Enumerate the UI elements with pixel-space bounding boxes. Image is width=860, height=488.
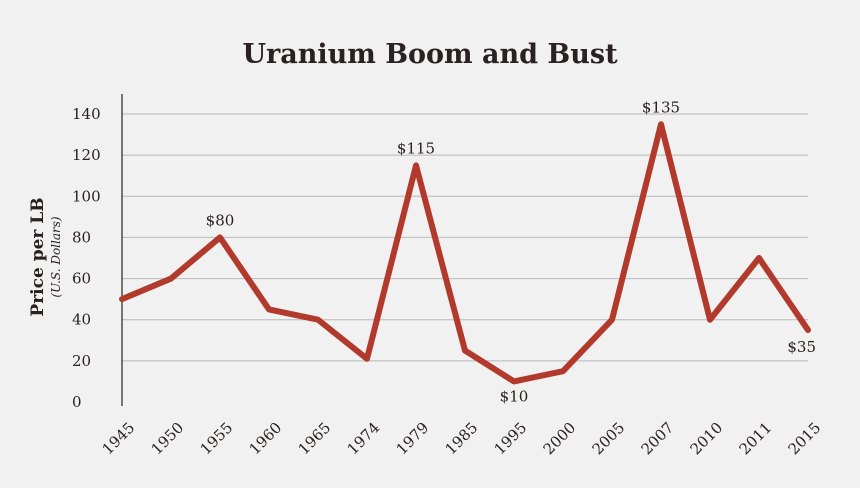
data-label: $115 [397, 139, 435, 157]
y-tick-label: 60 [72, 270, 91, 288]
y-tick-label: 0 [72, 393, 82, 411]
y-tick-label: 20 [72, 352, 91, 370]
price-line [119, 121, 811, 385]
y-tick-label: 120 [72, 146, 101, 164]
x-axis-ticks: 1945 1950 1955 1960 1965 1974 1979 1985 1995 2000… [99, 419, 825, 459]
x-tick-label: 2010 [687, 419, 727, 459]
x-tick-label: 2015 [785, 419, 825, 459]
x-tick-label: 2000 [540, 419, 580, 459]
x-tick-label: 1955 [197, 419, 237, 459]
y-tick-label: 40 [72, 311, 91, 329]
x-tick-label: 2007 [638, 419, 678, 459]
data-label: $80 [206, 211, 235, 229]
x-tick-label: 1985 [442, 419, 482, 459]
grid-lines [122, 113, 808, 362]
x-tick-label: 1945 [99, 419, 139, 459]
x-tick-label: 1960 [246, 419, 286, 459]
y-axis-sublabel: (U.S. Dollars) [49, 216, 63, 298]
x-tick-label: 1979 [393, 419, 433, 459]
chart-title: Uranium Boom and Bust [242, 39, 618, 70]
y-tick-label: 100 [72, 187, 101, 205]
x-tick-label: 1965 [295, 419, 335, 459]
data-label: $135 [642, 98, 680, 116]
y-axis-label: Price per LB [28, 197, 48, 316]
x-tick-label: 1974 [344, 419, 384, 459]
data-label: $35 [787, 338, 816, 356]
x-tick-label: 1995 [491, 419, 531, 459]
x-tick-label: 2005 [589, 419, 629, 459]
data-label: $10 [500, 387, 529, 405]
data-labels: $80 $115 $10 $135 $35 [206, 98, 816, 405]
price-series [119, 121, 811, 385]
x-tick-label: 1950 [148, 419, 188, 459]
y-tick-label: 80 [72, 228, 91, 246]
x-tick-label: 2011 [736, 419, 776, 459]
y-tick-label: 140 [72, 105, 101, 123]
y-axis-ticks: 0 20 40 60 80 100 120 140 [72, 105, 101, 411]
